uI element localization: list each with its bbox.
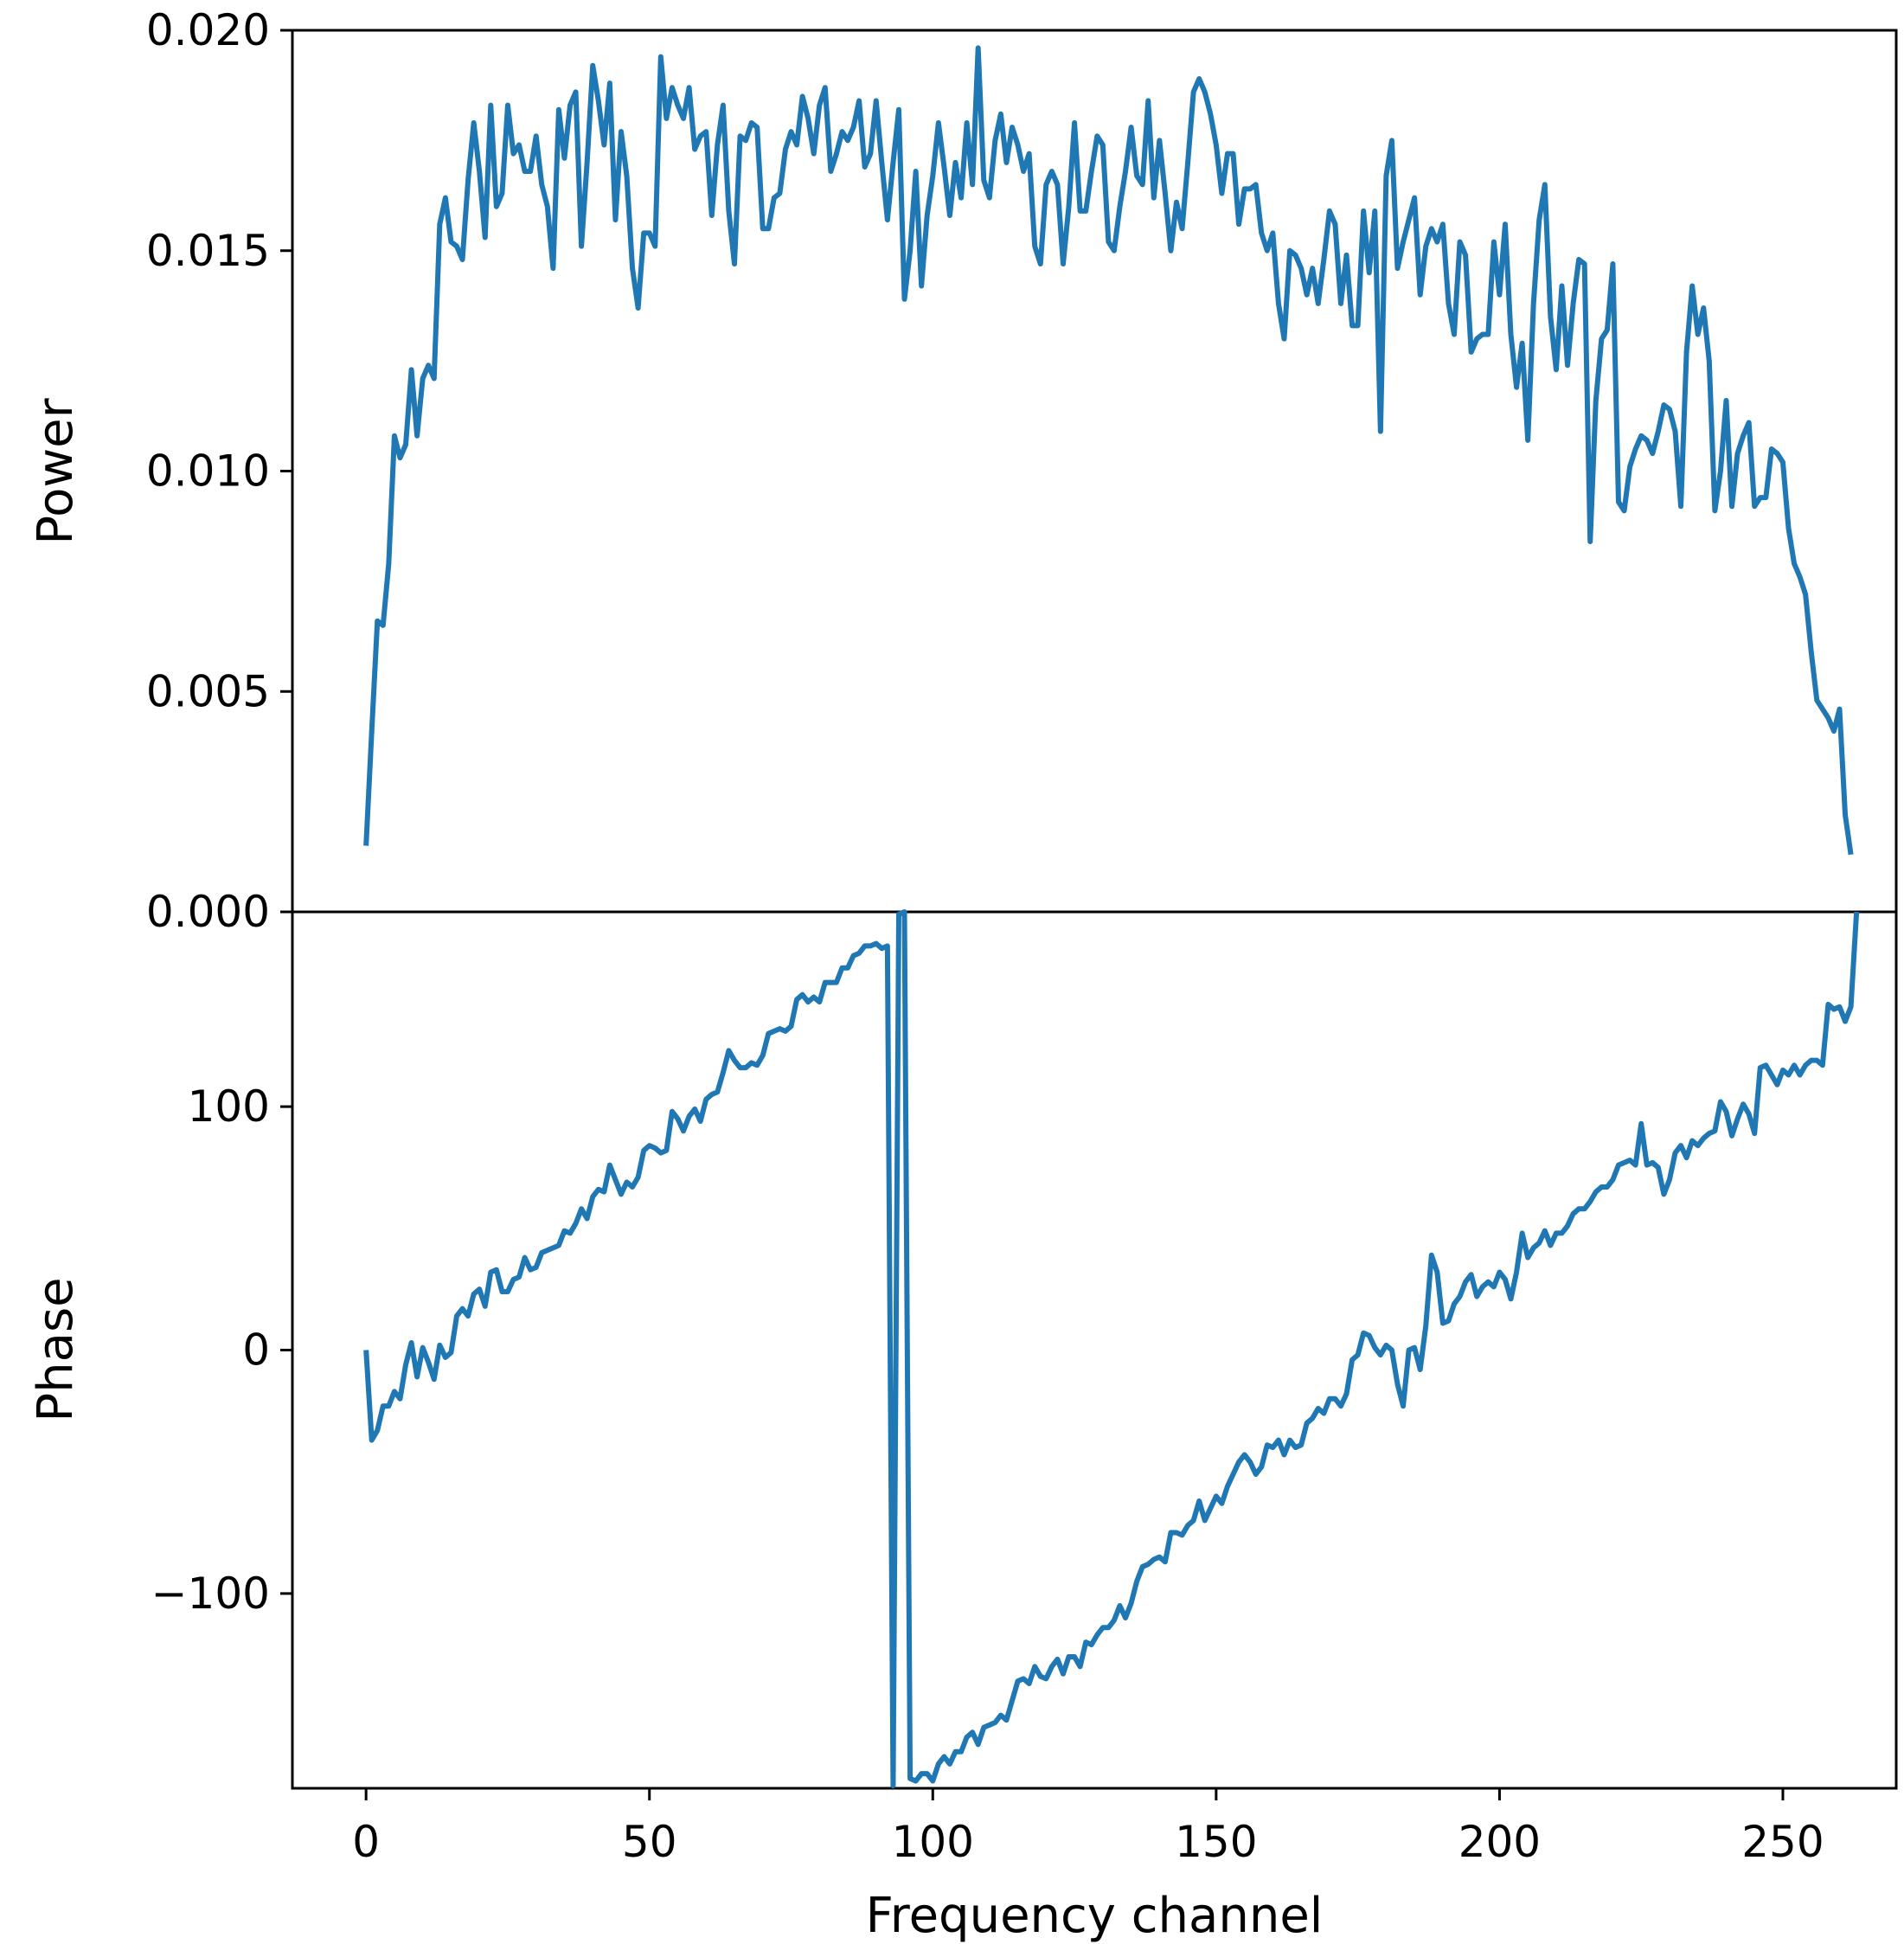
x-tick-label: 250 bbox=[1741, 1817, 1824, 1867]
phase-y-tick-label: 100 bbox=[188, 1081, 270, 1132]
power-y-tick-label: 0.020 bbox=[146, 5, 270, 55]
phase-y-ticks: −100 0 100 bbox=[151, 1081, 292, 1619]
x-tick-label: 0 bbox=[352, 1817, 380, 1867]
power-y-tick-label: 0.005 bbox=[146, 666, 270, 716]
x-axis-label: Frequency channel bbox=[866, 1888, 1324, 1944]
power-y-tick-label: 0.015 bbox=[146, 226, 270, 276]
phase-series-line bbox=[363, 909, 1860, 1789]
x-tick-label: 100 bbox=[892, 1817, 974, 1867]
phase-panel: −100 0 100 0 50 100 150 200 250 Phase Frequency… bbox=[28, 909, 1898, 1944]
x-tick-label: 50 bbox=[622, 1817, 677, 1867]
x-tick-label: 200 bbox=[1458, 1817, 1541, 1867]
power-y-tick-label: 0.000 bbox=[146, 887, 270, 937]
power-panel: 0.000 0.005 0.010 0.015 0.020 Power bbox=[28, 5, 1898, 937]
power-y-ticks: 0.000 0.005 0.010 0.015 0.020 bbox=[146, 5, 292, 937]
phase-y-tick-label: −100 bbox=[151, 1569, 270, 1619]
x-tick-label: 150 bbox=[1175, 1817, 1257, 1867]
phase-plot-frame bbox=[291, 910, 1898, 1790]
phase-y-axis-label: Phase bbox=[28, 1277, 84, 1421]
x-axis-ticks: 0 50 100 150 200 250 bbox=[352, 1788, 1824, 1867]
power-y-tick-label: 0.010 bbox=[146, 446, 270, 497]
power-series-line bbox=[363, 45, 1854, 856]
power-y-axis-label: Power bbox=[28, 397, 84, 544]
phase-y-tick-label: 0 bbox=[242, 1325, 270, 1376]
